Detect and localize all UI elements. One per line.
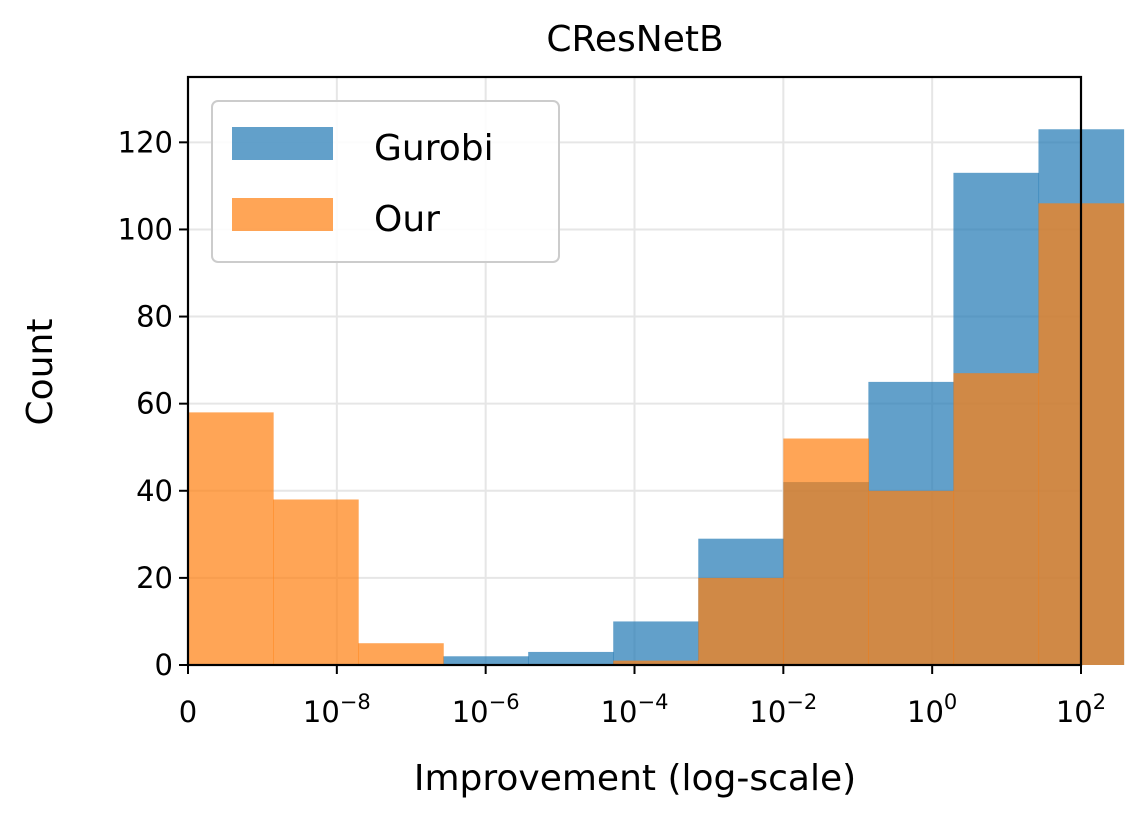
x-tick-label-4: 10−2: [749, 690, 817, 729]
x-tick-label-1: 10−8: [303, 690, 371, 729]
bar-gurobi-4: [528, 651, 614, 665]
x-tick-label-5: 100: [907, 690, 957, 729]
y-tick-label-2: 40: [136, 474, 173, 508]
x-tick-label-2: 10−6: [452, 690, 520, 729]
bar-our-5: [613, 660, 699, 665]
bar-our-2: [358, 643, 444, 665]
x-axis-ticks: 0 10−8 10−6 10−4 10−2 100 102: [179, 665, 1106, 729]
y-axis-label: Count: [20, 319, 61, 426]
y-tick-label-5: 100: [118, 212, 173, 246]
bar-gurobi-5: [613, 621, 699, 665]
bar-our-6: [698, 577, 784, 665]
legend-label-gurobi: Gurobi: [374, 128, 494, 169]
legend-swatch-gurobi: [232, 127, 333, 160]
bar-our-9: [953, 373, 1040, 665]
y-tick-label-6: 120: [118, 125, 173, 159]
bar-our-0: [188, 412, 274, 665]
x-axis-label: Improvement (log-scale): [414, 758, 856, 799]
legend-label-our: Our: [374, 199, 440, 240]
bar-our-7: [783, 438, 869, 665]
bar-gurobi-3: [443, 656, 529, 665]
y-tick-label-4: 80: [136, 300, 173, 334]
y-tick-label-0: 0: [155, 648, 173, 682]
x-tick-label-6: 102: [1056, 690, 1106, 729]
y-axis-ticks: 0 20 40 60 80 100 120: [118, 125, 188, 682]
x-tick-label-3: 10−4: [601, 690, 669, 729]
legend-swatch-our: [232, 198, 333, 231]
chart-title: CResNetB: [546, 19, 723, 60]
y-tick-label-3: 60: [136, 387, 173, 421]
bar-our-1: [273, 499, 359, 665]
series-our: [188, 203, 1125, 666]
legend: Gurobi Our: [211, 100, 560, 263]
x-tick-label-0: 0: [179, 695, 197, 729]
y-tick-label-1: 20: [136, 561, 173, 595]
bar-our-8: [868, 490, 955, 665]
